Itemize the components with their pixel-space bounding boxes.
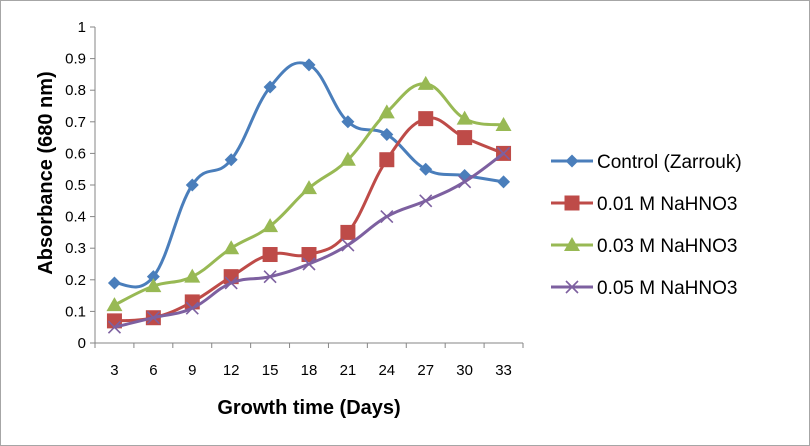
data-point	[107, 276, 121, 290]
legend-marker	[564, 237, 580, 251]
legend-marker	[564, 195, 580, 211]
data-point	[341, 238, 355, 252]
data-point	[145, 278, 162, 293]
series-group	[106, 58, 512, 334]
series-line	[114, 152, 505, 329]
y-tick-labels: 0 0.1 0.2 0.3 0.4 0.5 0.6 0.7 0.8 0.9 1	[65, 19, 95, 352]
x-tick-label: 30	[456, 362, 473, 379]
series-line	[114, 116, 505, 323]
x-tick-label: 6	[149, 362, 157, 379]
x-tick-label: 24	[378, 362, 395, 379]
x-tick-label: 27	[417, 362, 434, 379]
legend-marker	[565, 154, 579, 168]
legend-label: 0.05 M NaHNO3	[597, 278, 737, 299]
legend: Control (Zarrouk) 0.01 M NaHNO3 0.03 M NaH…	[551, 152, 742, 299]
data-point	[146, 270, 160, 284]
y-axis-title: Absorbance (680 nm)	[35, 71, 57, 274]
x-tick-label: 15	[262, 362, 279, 379]
data-point	[301, 180, 317, 195]
x-axis-title: Growth time (Days)	[217, 397, 400, 419]
data-point	[419, 162, 433, 176]
data-point	[340, 224, 356, 240]
legend-label: 0.03 M NaHNO3	[597, 236, 737, 257]
data-point	[263, 80, 277, 94]
data-point	[418, 111, 434, 127]
x-tick-label: 9	[188, 362, 196, 379]
data-point	[224, 153, 238, 167]
legend-item: Control (Zarrouk)	[551, 152, 742, 173]
data-point	[107, 320, 122, 334]
series-line	[114, 61, 504, 289]
y-tick-label: 0.4	[65, 209, 86, 226]
legend-marker	[565, 280, 579, 294]
y-tick-label: 0.6	[65, 145, 86, 162]
x-tick-label: 3	[110, 362, 118, 379]
x-tick-labels: 3 6 9 12 15 18 21 24 27 30 33	[94, 343, 524, 379]
data-point	[262, 247, 278, 263]
data-point	[263, 270, 277, 284]
legend-label: 0.01 M NaHNO3	[597, 194, 737, 215]
data-point	[185, 301, 199, 315]
data-point	[419, 194, 433, 208]
data-point	[456, 110, 473, 125]
series-4	[107, 146, 511, 334]
y-tick-label: 0	[78, 335, 86, 352]
data-point	[223, 240, 240, 255]
x-tick-label: 18	[301, 362, 318, 379]
series-line	[113, 82, 504, 307]
data-point	[379, 152, 395, 168]
x-tick-label: 12	[223, 362, 240, 379]
data-point	[106, 297, 123, 312]
data-point	[341, 115, 355, 129]
data-point	[458, 175, 472, 189]
y-tick-label: 1	[78, 19, 86, 36]
data-point	[262, 218, 279, 233]
y-tick-label: 0.7	[65, 114, 86, 131]
data-point	[339, 151, 356, 166]
x-tick-label: 33	[495, 362, 512, 379]
data-point	[301, 247, 317, 263]
series-2	[106, 111, 512, 329]
series-1	[107, 58, 511, 290]
legend-item: 0.03 M NaHNO3	[551, 236, 737, 257]
data-point	[184, 268, 201, 283]
legend-item: 0.05 M NaHNO3	[551, 278, 737, 299]
data-point	[378, 104, 395, 119]
data-point	[497, 175, 511, 189]
data-point	[302, 257, 316, 271]
y-tick-label: 0.2	[65, 272, 86, 289]
data-point	[417, 75, 434, 90]
y-tick-label: 0.5	[65, 177, 86, 194]
legend-label: Control (Zarrouk)	[597, 152, 742, 173]
data-point	[495, 116, 512, 131]
y-tick-label: 0.8	[65, 82, 86, 99]
data-point	[146, 311, 160, 325]
y-tick-label: 0.3	[65, 240, 86, 257]
y-tick-label: 0.9	[65, 51, 86, 68]
legend-item: 0.01 M NaHNO3	[551, 194, 737, 215]
data-point	[380, 210, 394, 224]
data-point	[185, 178, 199, 192]
data-point	[457, 130, 473, 146]
data-point	[224, 276, 238, 290]
data-point	[496, 146, 511, 160]
data-point	[106, 313, 122, 329]
data-point	[380, 127, 394, 141]
x-tick-label: 21	[340, 362, 357, 379]
series-3	[106, 75, 512, 312]
y-tick-label: 0.1	[65, 303, 86, 320]
data-point	[302, 58, 316, 72]
